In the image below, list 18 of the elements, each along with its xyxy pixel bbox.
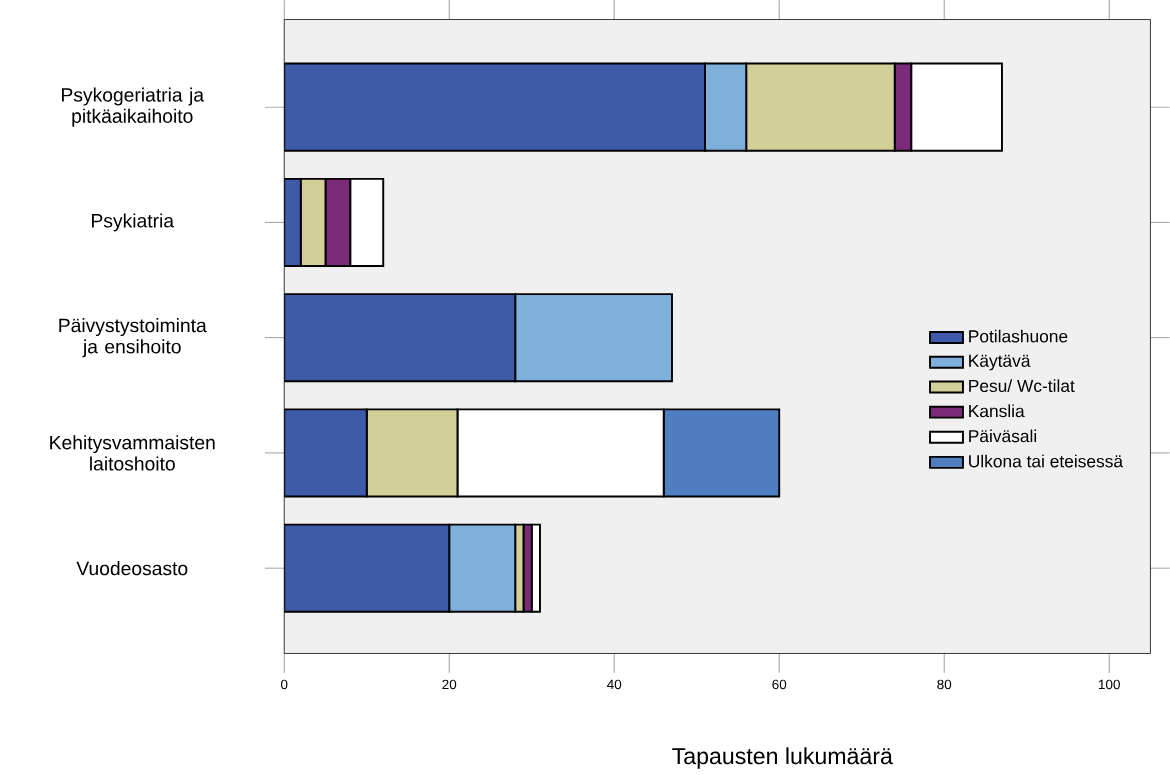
x-axis-title: Tapausten lukumäärä — [672, 747, 893, 769]
legend-label: Kanslia — [969, 404, 1025, 418]
y-tick-label: Kehitysvammaisten laitoshoito — [50, 435, 215, 471]
y-tick-label: Psykiatria — [92, 213, 175, 232]
x-tick-label: 80 — [937, 679, 952, 690]
legend-label: Päiväsali — [969, 429, 1037, 443]
x-tick-label: 20 — [442, 679, 457, 690]
x-tick-label: 40 — [607, 679, 622, 690]
x-tick-label: 60 — [772, 679, 787, 690]
legend-label: Pesu/ Wc-tilat — [969, 379, 1075, 392]
x-tick-label: 0 — [281, 679, 288, 690]
y-tick-label: Psykogeriatria ja pitkäaikaihoito — [62, 87, 205, 127]
y-tick-label: Vuodeosasto — [76, 560, 188, 576]
legend-label: Ulkona tai eteisessä — [969, 454, 1124, 468]
x-tick-label: 100 — [1098, 679, 1120, 690]
legend-label: Potilashuone — [969, 329, 1068, 343]
legend-label: Käytävä — [969, 354, 1031, 371]
y-tick-label: Päivystystoiminta ja ensihoito — [59, 317, 207, 358]
